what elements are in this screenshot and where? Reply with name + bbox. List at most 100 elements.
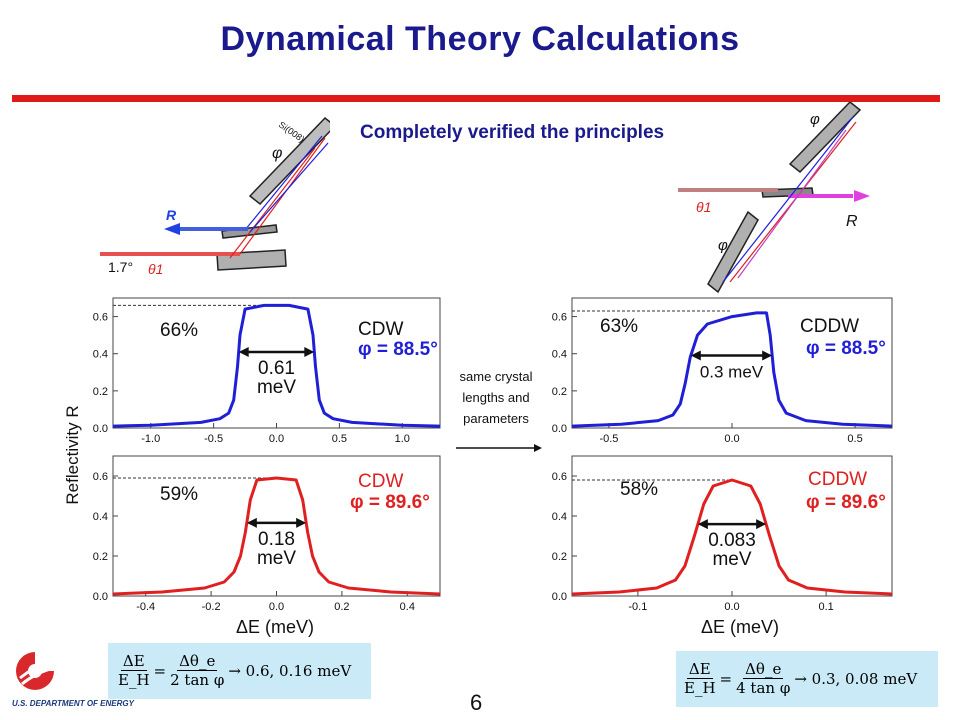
y-tick-label: 0.0 <box>93 591 108 603</box>
title-divider <box>12 95 940 102</box>
formula-left-result: → 0.6, 0.16 meV <box>228 662 352 680</box>
width-arrowhead-left <box>238 347 249 358</box>
y-tick-label: 0.2 <box>93 551 108 563</box>
y-tick-label: 0.6 <box>93 471 108 483</box>
formula-right-num: ΔE <box>686 660 713 679</box>
y-tick-label: 0.6 <box>552 312 567 324</box>
width-label: meV <box>257 548 296 569</box>
left-theta-label: θ1 <box>148 261 163 277</box>
y-tick-label: 0.4 <box>552 349 567 361</box>
chart-panel-top-right <box>571 297 893 429</box>
left-phi-label: φ <box>272 145 282 162</box>
width-arrowhead-right <box>304 347 315 358</box>
width-label: meV <box>257 377 296 398</box>
width-arrowhead-left <box>246 517 257 528</box>
y-tick-label: 0.4 <box>93 511 108 523</box>
middle-note-line-1: same crystal <box>459 369 533 384</box>
width-arrowhead-left <box>697 519 708 530</box>
peak-percent-label: 58% <box>620 479 658 500</box>
x-tick-label: 0.0 <box>269 433 284 445</box>
phi-value-label: φ = 89.6° <box>806 492 886 513</box>
width-label: 0.61 <box>258 358 295 379</box>
x-axis-label-left: ΔE (meV) <box>236 617 314 637</box>
peak-percent-label: 63% <box>600 316 638 337</box>
peak-percent-label: 66% <box>160 320 198 341</box>
phi-value-label: φ = 88.5° <box>358 339 438 360</box>
middle-note-line-2: lengths and <box>462 390 530 405</box>
y-tick-label: 0.4 <box>552 511 567 523</box>
y-tick-label: 0.0 <box>552 423 567 435</box>
slide-title: Dynamical Theory Calculations <box>220 20 740 58</box>
x-tick-label: -0.4 <box>136 601 155 613</box>
y-tick-label: 0.2 <box>93 386 108 398</box>
formula-right-result: → 0.3, 0.08 meV <box>794 670 918 688</box>
x-tick-label: 0.0 <box>269 601 284 613</box>
page-number: 6 <box>470 690 483 715</box>
y-tick-label: 0.4 <box>93 349 108 361</box>
formula-right-den: E_H <box>684 679 716 697</box>
x-tick-label: 0.0 <box>724 433 739 445</box>
phi-value-label: φ = 89.6° <box>350 492 430 513</box>
right-r-label: R <box>846 213 858 230</box>
series-name-label: CDW <box>358 319 403 340</box>
left-formula: ΔE E_H = Δθ_e 2 tan φ → 0.6, 0.16 meV <box>108 643 371 699</box>
x-tick-label: -0.1 <box>628 601 647 613</box>
x-axis-label-right: ΔE (meV) <box>701 617 779 637</box>
width-label: meV <box>712 549 751 570</box>
width-label: 0.083 <box>708 530 756 551</box>
x-tick-label: 0.2 <box>334 601 349 613</box>
formula-left-rhs-num: Δθ_e <box>177 652 218 671</box>
right-formula: ΔE E_H = Δθ_e 4 tan φ → 0.3, 0.08 meV <box>676 651 938 707</box>
chart-panel-bottom-left <box>112 455 441 597</box>
series-name-label: CDDW <box>800 316 859 337</box>
y-tick-label: 0.6 <box>93 312 108 324</box>
width-arrowhead-right <box>756 519 767 530</box>
width-label: 0.3 meV <box>700 362 764 381</box>
reflected-arrowhead <box>164 223 180 235</box>
left-r-label: R <box>166 207 177 223</box>
right-phi-top-label: φ <box>810 111 820 128</box>
y-tick-label: 0.0 <box>93 423 108 435</box>
middle-note-line-3: parameters <box>463 411 529 426</box>
formula-right-rhs-den: 4 tan φ <box>736 679 791 697</box>
reflectivity-curve-top-left <box>112 303 441 428</box>
y-tick-label: 0.2 <box>552 551 567 563</box>
plot-frame <box>571 297 893 429</box>
middle-note: same crystal lengths and parameters <box>446 366 546 429</box>
width-arrowhead-right <box>762 350 773 361</box>
reflectivity-curve-bottom-right <box>571 478 893 596</box>
y-tick-label: 0.0 <box>552 591 567 603</box>
right-theta-label: θ1 <box>696 199 711 215</box>
plot-frame <box>112 297 441 429</box>
doe-logo <box>16 652 55 690</box>
middle-crystal <box>221 224 278 239</box>
y-axis-label: Reflectivity R <box>63 405 82 504</box>
phi-value-label: φ = 88.5° <box>806 338 886 359</box>
peak-percent-label: 59% <box>160 484 198 505</box>
right-top-crystal <box>788 102 862 174</box>
formula-left-num: ΔE <box>120 652 147 671</box>
x-tick-label: 0.5 <box>332 433 347 445</box>
x-tick-label: -0.5 <box>599 433 618 445</box>
width-label: 0.18 <box>258 529 295 550</box>
x-tick-label: 0.0 <box>724 601 739 613</box>
width-arrowhead-right <box>296 517 307 528</box>
x-tick-label: 0.5 <box>847 433 862 445</box>
width-arrowhead-left <box>690 350 701 361</box>
doe-logo-text: U.S. DEPARTMENT OF ENERGY <box>12 699 134 708</box>
chart-panel-bottom-right <box>571 455 893 597</box>
reflectivity-curve-bottom-left <box>112 476 441 596</box>
x-tick-label: -0.2 <box>202 601 221 613</box>
series-name-label: CDW <box>358 471 403 492</box>
first-crystal <box>248 116 330 206</box>
x-tick-label: -0.5 <box>204 433 223 445</box>
slide-subtitle: Completely verified the principles <box>360 122 665 143</box>
left-crystal-diagram: R 1.7° θ1 φ Si(008) <box>100 116 330 277</box>
right-bottom-crystal <box>707 210 759 294</box>
comparison-arrowhead <box>534 444 542 452</box>
left-angle-label: 1.7° <box>108 259 133 275</box>
x-tick-label: 1.0 <box>395 433 410 445</box>
y-tick-label: 0.6 <box>552 471 567 483</box>
series-name-label: CDDW <box>808 469 867 490</box>
right-crystal-diagram: θ1 R φ φ <box>678 102 870 298</box>
